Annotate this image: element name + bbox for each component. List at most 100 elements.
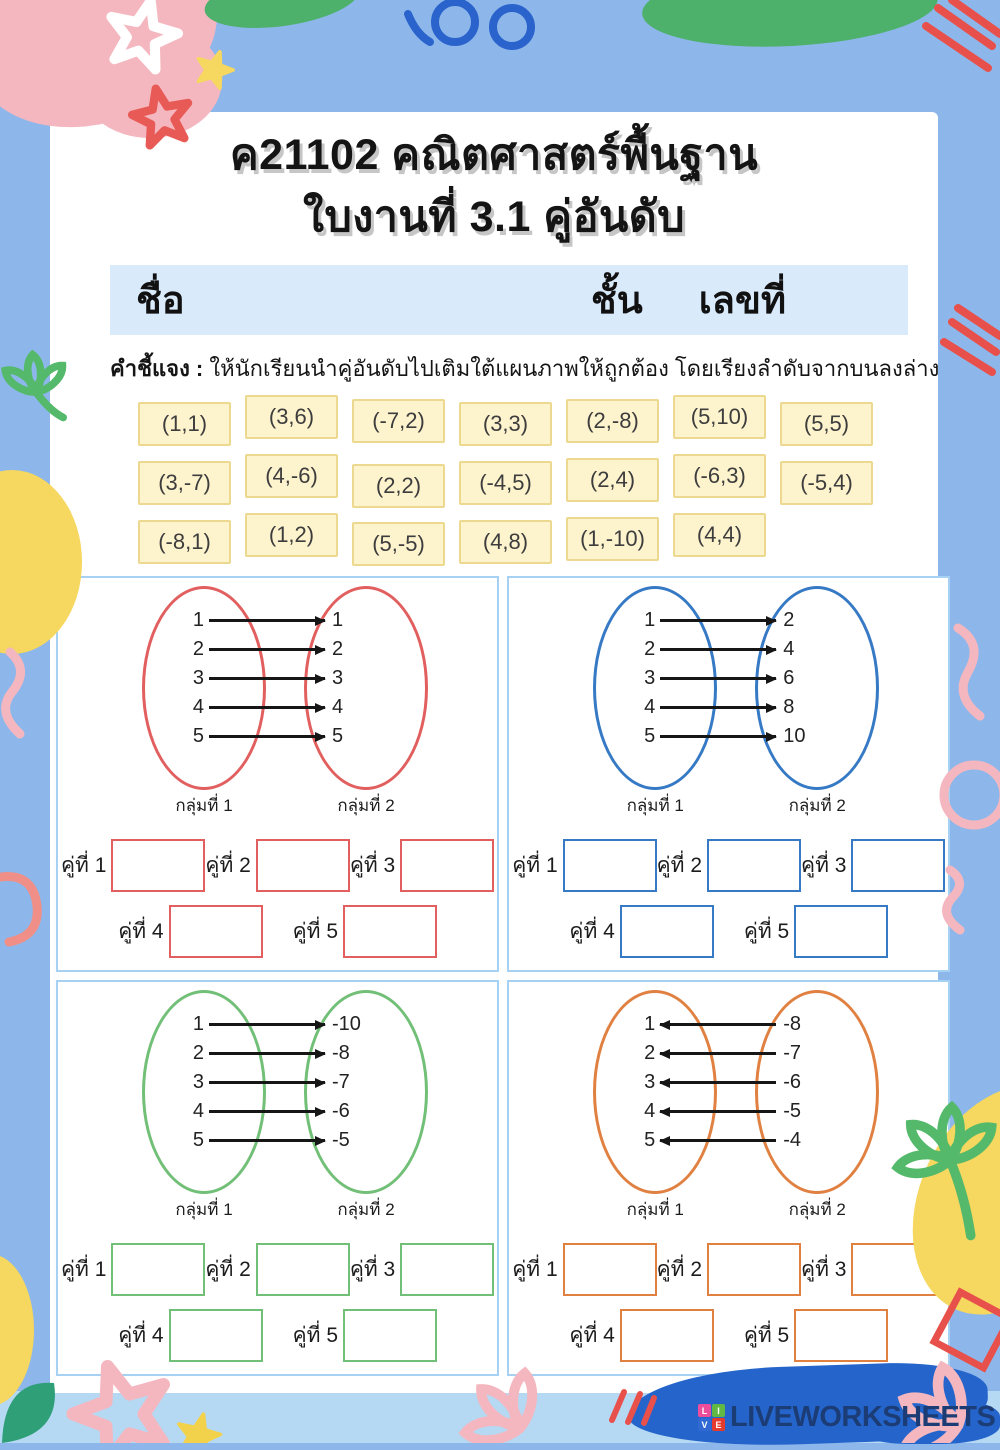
- map-left-value: 4: [644, 1100, 656, 1123]
- class-label: ชั้น: [590, 280, 643, 323]
- answer-box[interactable]: [168, 1308, 263, 1362]
- pair-chip[interactable]: (3,-7): [138, 460, 231, 505]
- answer-box[interactable]: [794, 904, 889, 958]
- answer-box[interactable]: [851, 1242, 946, 1296]
- pair-chip[interactable]: (4,4): [673, 512, 766, 557]
- pair-chip[interactable]: (1,-10): [566, 516, 659, 561]
- map-left-value: 1: [644, 609, 656, 632]
- map-right-value: -6: [332, 1100, 350, 1123]
- arrow-left-icon: [660, 1023, 777, 1026]
- answer-pair-group: คู่ที่ 2: [205, 838, 350, 892]
- answer-pair-group: คู่ที่ 4: [118, 904, 263, 958]
- title-line-2: ใบงานที่ 3.1 คู่อันดับ: [302, 193, 686, 242]
- answer-box[interactable]: [168, 904, 263, 958]
- answer-row-1: คู่ที่ 1 คู่ที่ 2 คู่ที่ 3: [58, 837, 497, 894]
- pair-label: คู่ที่ 2: [656, 1257, 703, 1281]
- answer-box[interactable]: [851, 838, 946, 892]
- arrow-left-icon: [660, 1081, 777, 1084]
- answer-box[interactable]: [619, 904, 714, 958]
- answer-pair-group: คู่ที่ 4: [118, 1308, 263, 1362]
- answer-box[interactable]: [343, 904, 438, 958]
- student-info-bar: ชื่อ ชั้น เลขที่: [110, 264, 908, 335]
- pair-chip[interactable]: (3,3): [459, 401, 552, 446]
- pair-chip[interactable]: (5,-5): [352, 521, 445, 566]
- answer-pair-group: คู่ที่ 3: [801, 1242, 946, 1296]
- answer-box[interactable]: [111, 1242, 206, 1296]
- answer-pair-group: คู่ที่ 3: [801, 838, 946, 892]
- group-2-label: กลุ่มที่ 2: [788, 795, 846, 815]
- group-1-oval: [593, 585, 718, 790]
- map-right-value: -8: [783, 1013, 802, 1036]
- pair-chip[interactable]: (-7,2): [352, 398, 445, 443]
- pair-chip[interactable]: (4,8): [459, 519, 552, 564]
- answer-pair-group: คู่ที่ 2: [205, 1242, 350, 1296]
- map-left-value: 3: [192, 667, 204, 690]
- map-right-value: -5: [332, 1129, 350, 1152]
- red-scribble-icon: [922, 0, 1000, 72]
- mapping-row: 5 -4: [629, 1128, 827, 1154]
- answer-box[interactable]: [619, 1308, 714, 1362]
- pair-chip-area: (1,1) (3,6) (-7,2) (3,3) (2,-8) (5,10) (5,5) (…: [138, 394, 938, 566]
- answer-box[interactable]: [562, 1242, 657, 1296]
- answer-pair-group: คู่ที่ 1: [61, 838, 206, 892]
- map-left-value: 2: [644, 638, 656, 661]
- answer-box[interactable]: [400, 838, 495, 892]
- pink-circle-icon: [939, 760, 1000, 830]
- map-right-value: -5: [783, 1100, 802, 1123]
- map-left-value: 5: [644, 1129, 656, 1152]
- answer-box[interactable]: [562, 838, 657, 892]
- pair-label: คู่ที่ 3: [801, 853, 847, 877]
- map-left-value: 4: [192, 696, 204, 719]
- answer-box[interactable]: [111, 838, 206, 892]
- pair-label: คู่ที่ 5: [743, 919, 790, 943]
- answer-box[interactable]: [343, 1308, 438, 1362]
- pair-chip[interactable]: (5,5): [780, 401, 873, 446]
- pair-chip[interactable]: (2,4): [566, 457, 659, 502]
- pair-chip[interactable]: (-6,3): [673, 453, 766, 498]
- pair-chip[interactable]: (1,1): [138, 401, 231, 446]
- pair-chip[interactable]: (2,2): [352, 463, 445, 508]
- answer-pair-group: คู่ที่ 5: [293, 904, 438, 958]
- answer-box[interactable]: [255, 1242, 350, 1296]
- pair-label: คู่ที่ 4: [118, 919, 164, 943]
- arrow-right-icon: [209, 1110, 325, 1113]
- pair-chip[interactable]: (1,2): [245, 512, 338, 557]
- answer-box[interactable]: [255, 838, 350, 892]
- white-star-icon: [106, 0, 183, 75]
- map-right-value: -10: [332, 1013, 361, 1036]
- map-right-value: 10: [783, 725, 806, 748]
- map-left-value: 1: [192, 1013, 204, 1036]
- mapping-quadrant: 1 -10 2 -8 3 -7 4 -6 5 -5 กลุ่มที่ 1 กลุ่มที่ 2 คู่ท…: [56, 979, 500, 1376]
- pair-chip[interactable]: (5,10): [673, 394, 766, 439]
- arrow-right-icon: [660, 648, 777, 651]
- mapping-diagram: 1 -10 2 -8 3 -7 4 -6 5 -5 กลุ่มที่ 1 กลุ่มที่ 2: [58, 988, 497, 1228]
- map-left-value: 3: [644, 1071, 656, 1094]
- map-left-value: 4: [192, 1100, 204, 1123]
- pair-label: คู่ที่ 5: [743, 1323, 790, 1347]
- pair-label: คู่ที่ 4: [569, 919, 615, 943]
- quadrant-grid: 1 1 2 2 3 3 4 4 5 5 กลุ่มที่ 1 กลุ่มที่ 2 คู่ที่ 1 คู…: [56, 575, 951, 1376]
- map-right-value: 3: [332, 667, 344, 690]
- green-blob-decoration-icon: [642, 0, 938, 47]
- answer-box[interactable]: [400, 1242, 495, 1296]
- name-label: ชื่อ: [136, 280, 185, 323]
- answer-box[interactable]: [707, 1242, 802, 1296]
- red-curl-icon: [0, 872, 42, 947]
- answer-pair-group: คู่ที่ 2: [657, 838, 802, 892]
- pair-chip[interactable]: (-5,4): [780, 460, 873, 505]
- answer-box[interactable]: [794, 1308, 889, 1362]
- pair-chip[interactable]: (-8,1): [138, 519, 231, 564]
- group-1-oval: [142, 989, 266, 1194]
- group-1-label: กลุ่มที่ 1: [626, 795, 684, 815]
- pair-chip[interactable]: (3,6): [245, 394, 338, 439]
- pair-chip[interactable]: (4,-6): [245, 453, 338, 498]
- pair-chip[interactable]: (2,-8): [566, 398, 659, 443]
- mapping-quadrant: 1 -8 2 -7 3 -6 4 -5 5 -4 กลุ่มที่ 1 กลุ่มที่ 2 คู่ที…: [507, 979, 951, 1376]
- answer-box[interactable]: [707, 838, 802, 892]
- map-left-value: 3: [644, 667, 656, 690]
- pair-chip[interactable]: (-4,5): [459, 460, 552, 505]
